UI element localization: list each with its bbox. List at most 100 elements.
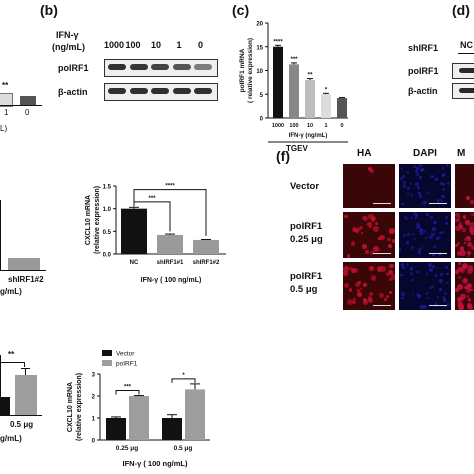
micro-cell xyxy=(370,168,375,173)
micro-row-label-1: poIRF1 0.25 μg xyxy=(290,220,323,246)
micro-cell xyxy=(429,235,433,239)
chart-sh-xtick-NC: NC xyxy=(130,260,139,266)
micro-cell xyxy=(391,239,395,244)
micro-cell xyxy=(440,182,443,186)
micro-cell xyxy=(431,253,435,257)
micro-cell xyxy=(465,220,471,225)
micro-scale-bar-1-0 xyxy=(373,253,391,254)
micro-cell xyxy=(458,262,462,266)
chart-c-sig-1: *** xyxy=(290,57,298,63)
micro-cell xyxy=(457,302,462,307)
blot-b-band-target-0 xyxy=(108,64,126,70)
panel-letter-d: (d) xyxy=(452,2,470,18)
partial-tick-1: 1 xyxy=(4,108,9,117)
chart-ov-sig-bracket-0 xyxy=(115,390,140,395)
micro-cell xyxy=(347,299,353,306)
micro-cell xyxy=(439,198,443,202)
chart-c-bar-100 xyxy=(289,64,299,118)
micro-cell xyxy=(457,223,461,227)
micro-cell xyxy=(406,232,410,236)
micro-cell xyxy=(443,305,447,309)
chart-c-bar-0 xyxy=(337,98,347,118)
micro-cell xyxy=(367,221,373,227)
micro-cell xyxy=(388,290,392,294)
chart-ov-ylabel-2: (relative expression) xyxy=(76,373,83,441)
chart-c-sig-3: * xyxy=(325,87,328,93)
blot-b-row-label-target: poIRF1 xyxy=(58,63,89,73)
micro-cell xyxy=(389,228,395,234)
micro-tile-0-0 xyxy=(343,164,395,208)
micro-cell xyxy=(467,268,473,275)
blot-b-band-target-2 xyxy=(151,64,169,70)
partial-bar-e xyxy=(8,258,40,270)
partial-bar-g-poIRF1 xyxy=(15,375,37,415)
micro-cell xyxy=(430,174,434,179)
micro-cell xyxy=(406,192,409,196)
micro-cell xyxy=(406,218,409,221)
blot-b-treatment-unit: (ng/mL) xyxy=(52,42,85,52)
micro-tile-0-2 xyxy=(455,164,474,208)
blot-d-band-actin xyxy=(459,88,474,93)
micro-tile-1-1 xyxy=(399,212,451,258)
micro-cell xyxy=(411,233,414,236)
blot-b-lane-1000: 1000 xyxy=(104,40,125,50)
micro-cell xyxy=(420,203,423,206)
micro-cell xyxy=(457,251,462,256)
micro-cell xyxy=(401,202,404,205)
micro-cell xyxy=(416,167,419,170)
micro-cell xyxy=(469,288,473,292)
micro-cell xyxy=(441,188,445,191)
micro-cell xyxy=(417,224,421,229)
micro-cell xyxy=(361,215,367,221)
micro-cell xyxy=(359,288,362,291)
micro-cell xyxy=(462,214,466,218)
micro-cell xyxy=(414,213,419,217)
chart-cxcl10-shIRF1: 0.00.51.01.5NC shIRF1#1 shIRF1#2*******IFN… xyxy=(85,184,226,284)
micro-cell xyxy=(344,214,348,218)
micro-cell xyxy=(418,192,421,195)
chart-ov-bar-poIRF1-1 xyxy=(185,389,205,440)
micro-cell xyxy=(344,283,350,289)
chart-ov-bar-Vector-0 xyxy=(106,418,126,440)
micro-cell xyxy=(406,186,411,191)
micro-cell xyxy=(466,288,471,293)
micro-tile-2-1 xyxy=(399,262,451,310)
panel-letter-f: (f) xyxy=(276,148,290,164)
micro-cell xyxy=(343,271,348,276)
micro-cell xyxy=(425,273,429,277)
micro-cell xyxy=(367,297,374,304)
chart-sh-sig-2: **** xyxy=(165,184,175,190)
micro-cell xyxy=(432,264,436,269)
micro-cell xyxy=(418,195,422,199)
micro-cell xyxy=(350,241,356,246)
blot-d-row-target: poIRF1 xyxy=(408,66,439,76)
micro-cell xyxy=(400,167,404,170)
micro-cell xyxy=(411,245,415,249)
chart-ov-xlabel: IFN-γ ( 100 ng/mL) xyxy=(122,459,188,468)
micro-cell xyxy=(403,215,408,220)
micro-cell xyxy=(414,181,419,186)
micro-cell xyxy=(418,248,422,252)
micro-cell xyxy=(470,212,474,216)
micro-cell xyxy=(436,199,440,202)
micro-cell xyxy=(425,191,429,195)
micro-cell xyxy=(441,173,445,177)
chart-sh-xtick-shIRF1#2: shIRF1#2 xyxy=(193,260,220,266)
micro-cell xyxy=(457,266,463,273)
partial-axis-g-vertical xyxy=(0,355,1,415)
micro-tile-1-0 xyxy=(343,212,395,258)
micro-cell xyxy=(411,217,414,220)
chart-c-sig-2: ** xyxy=(308,73,313,79)
micro-cell xyxy=(362,299,369,305)
micro-cell xyxy=(466,295,470,298)
chart-sh-bar-shIRF1#1 xyxy=(157,234,183,254)
micro-cell xyxy=(409,182,413,185)
partial-sig-g: ** xyxy=(8,350,15,359)
chart-ov-xtick-1: 0.5 μg xyxy=(174,445,193,452)
micro-cell xyxy=(458,306,464,310)
micro-cell xyxy=(399,273,403,277)
micro-scale-bar-0-0 xyxy=(373,203,391,204)
micro-cell xyxy=(459,301,464,306)
